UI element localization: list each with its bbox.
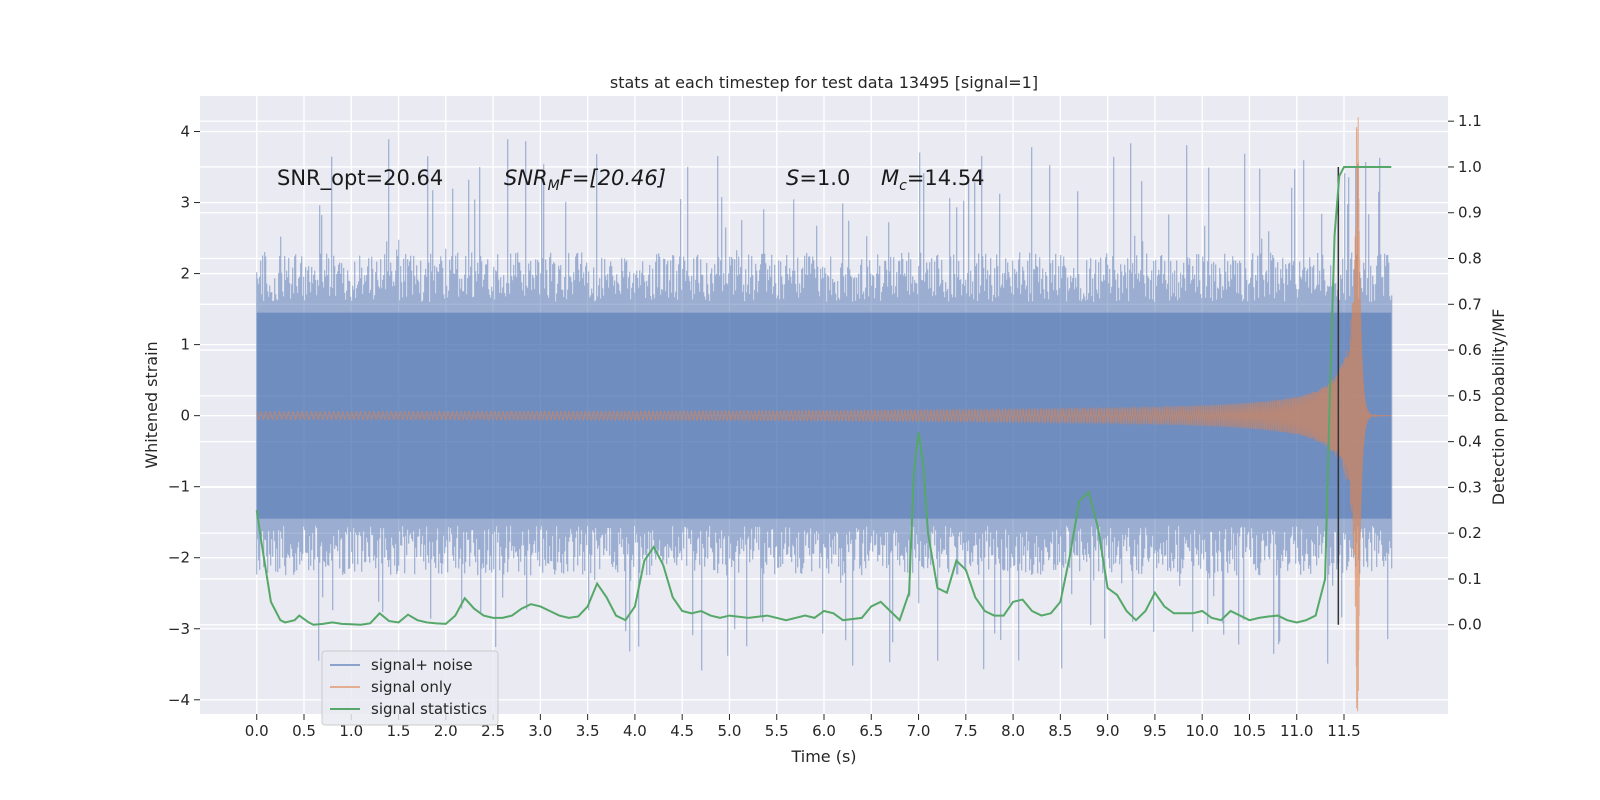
y-right-tick-label: 0.0 xyxy=(1458,616,1482,634)
y-right-tick-label: 0.4 xyxy=(1458,433,1482,451)
annotation-s-var: S xyxy=(786,166,799,190)
y-right-tick-label: 0.7 xyxy=(1458,295,1482,313)
y-right-axis-title: Detection probability/MF xyxy=(1489,309,1508,506)
x-ticks: 0.0 0.5 1.0 1.5 2.0 2.5 3.0 3.5 4.0 4.5 5.0 5.5 6.0 6… xyxy=(245,714,1361,740)
legend: signal+ noise signal only signal statist… xyxy=(321,650,499,726)
annotation-snr-mf-tail: F=[20.46] xyxy=(560,166,666,190)
x-tick-label: 9.0 xyxy=(1096,722,1120,740)
y-right-tick-label: 0.1 xyxy=(1458,570,1482,588)
y-left-tick-label: −3 xyxy=(168,620,190,638)
x-tick-label: 11.5 xyxy=(1327,722,1360,740)
x-tick-label: 6.5 xyxy=(859,722,883,740)
y-left-tick-label: 4 xyxy=(180,123,190,141)
x-tick-label: 8.0 xyxy=(1001,722,1025,740)
x-tick-label: 5.5 xyxy=(765,722,789,740)
y-right-ticks: 0.0 0.1 0.2 0.3 0.4 0.5 0.6 0.7 0.8 0.9 1.0 1.1 xyxy=(1448,112,1482,634)
y-left-axis-title: Whitened strain xyxy=(142,341,161,468)
y-left-ticks: −4 −3 −2 −1 0 1 2 3 4 xyxy=(168,123,200,709)
annotation-s-val: =1.0 xyxy=(799,166,850,190)
x-tick-label: 10.5 xyxy=(1233,722,1266,740)
y-right-tick-label: 0.8 xyxy=(1458,250,1482,268)
y-left-tick-label: 1 xyxy=(180,336,190,354)
y-left-tick-label: 0 xyxy=(180,407,190,425)
legend-box xyxy=(321,650,499,726)
x-tick-label: 1.5 xyxy=(387,722,411,740)
x-tick-label: 2.0 xyxy=(434,722,458,740)
x-tick-label: 4.5 xyxy=(670,722,694,740)
x-tick-label: 2.5 xyxy=(481,722,505,740)
annotation-s: S=1.0 xyxy=(786,166,850,190)
y-left-tick-label: 3 xyxy=(180,194,190,212)
annotation-mc-sub: c xyxy=(899,178,907,194)
x-tick-label: 6.0 xyxy=(812,722,836,740)
x-tick-label: 8.5 xyxy=(1048,722,1072,740)
y-left-tick-label: 2 xyxy=(180,265,190,283)
x-tick-label: 1.0 xyxy=(339,722,363,740)
y-right-tick-label: 0.2 xyxy=(1458,524,1482,542)
series-signal-only xyxy=(256,117,1392,712)
x-tick-label: 3.0 xyxy=(528,722,552,740)
annotation-snr-mf: SNRMF=[20.46] xyxy=(504,166,666,194)
y-right-tick-label: 0.3 xyxy=(1458,478,1482,496)
annotation-mc-var: M xyxy=(881,166,899,190)
x-tick-label: 7.5 xyxy=(954,722,978,740)
x-tick-label: 4.0 xyxy=(623,722,647,740)
y-right-tick-label: 1.1 xyxy=(1458,112,1482,130)
y-right-tick-label: 0.9 xyxy=(1458,204,1482,222)
x-axis-title: Time (s) xyxy=(790,747,856,766)
y-left-tick-label: −2 xyxy=(168,549,190,567)
x-tick-label: 10.0 xyxy=(1185,722,1218,740)
chart-title: stats at each timestep for test data 134… xyxy=(610,73,1038,92)
annotation-mc: Mc=14.54 xyxy=(881,166,985,194)
series-signal-statistics xyxy=(255,165,1392,626)
x-tick-label: 0.5 xyxy=(292,722,316,740)
legend-label-signal-noise: signal+ noise xyxy=(371,656,473,674)
x-tick-label: 11.0 xyxy=(1280,722,1313,740)
legend-label-signal-only: signal only xyxy=(371,678,452,696)
x-tick-label: 3.5 xyxy=(576,722,600,740)
annotation-snr-mf-sub: M xyxy=(548,178,560,194)
x-tick-label: 9.5 xyxy=(1143,722,1167,740)
annotation-snr-mf-base: SNR xyxy=(504,166,548,190)
y-right-tick-label: 1.0 xyxy=(1458,158,1482,176)
legend-label-signal-statistics: signal statistics xyxy=(371,700,487,718)
x-tick-label: 7.0 xyxy=(907,722,931,740)
x-tick-label: 5.0 xyxy=(718,722,742,740)
annotation-snr-opt: SNR_opt=20.64 xyxy=(277,166,443,191)
y-left-tick-label: −1 xyxy=(168,478,190,496)
x-tick-label: 0.0 xyxy=(245,722,269,740)
y-right-tick-label: 0.5 xyxy=(1458,387,1482,405)
annotation-mc-val: =14.54 xyxy=(907,166,985,190)
y-right-tick-label: 0.6 xyxy=(1458,341,1482,359)
signal-trace xyxy=(256,117,1392,712)
y-left-tick-label: −4 xyxy=(168,691,190,709)
